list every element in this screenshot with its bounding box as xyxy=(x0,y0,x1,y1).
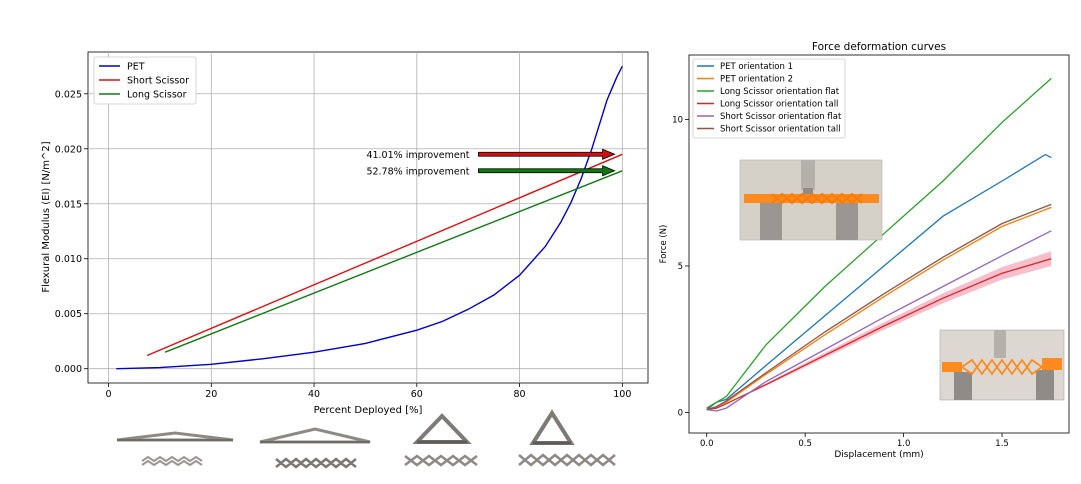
right-ytick-label: 0 xyxy=(678,408,683,418)
series-line-long-scissor-orientation-flat xyxy=(706,77,1052,409)
right-title: Force deformation curves xyxy=(812,41,946,53)
left-ytick-label: 0.025 xyxy=(55,89,82,100)
improvement-label: 41.01% improvement xyxy=(366,150,469,161)
scissor-deployed-100-photo xyxy=(518,409,616,467)
improvement-label: 52.78% improvement xyxy=(366,166,469,177)
scissor-deployed-20-photo xyxy=(259,427,371,469)
right-legend-box xyxy=(692,58,846,139)
legend-label-pet-o1: PET orientation 1 xyxy=(720,62,793,72)
legend-label-pet: PET xyxy=(127,62,145,73)
right-series-lines xyxy=(706,77,1052,412)
left-annotations: 41.01% improvement 52.78% improvement xyxy=(366,148,616,177)
improvement-arrow-shape xyxy=(478,165,616,177)
tall-orientation-test-photo xyxy=(939,329,1065,401)
series-line-long-scissor xyxy=(164,170,623,353)
left-xtick-label: 0 xyxy=(106,389,112,400)
legend-label-long-scissor: Long Scissor xyxy=(127,90,187,101)
series-line-pet xyxy=(116,65,623,370)
left-ytick-label: 0.010 xyxy=(55,254,82,265)
improvement-arrow-shape xyxy=(478,148,616,160)
left-axis-ticks: 0 20 40 60 80 100 0.000 0.005 0.010 0.015 0.020 0.0… xyxy=(55,89,632,400)
flat-orientation-test-photo xyxy=(739,159,883,241)
right-axis-ticks: 0.0 0.5 1.0 1.5 0 5 10 xyxy=(672,115,1009,449)
left-gridlines xyxy=(88,52,648,383)
series-line-long-scissor-orientation-tall xyxy=(706,258,1052,411)
left-ytick-label: 0.000 xyxy=(55,364,82,375)
left-ylabel: Flexural Modulus (EI) [N/m^2] xyxy=(41,141,52,292)
left-legend-box xyxy=(93,56,197,105)
right-ytick-label: 10 xyxy=(672,115,683,125)
right-xtick-label: 0.0 xyxy=(700,439,714,449)
left-xtick-label: 100 xyxy=(613,389,631,400)
left-series-lines xyxy=(116,65,623,370)
legend-label-short-flat: Short Scissor orientation flat xyxy=(720,112,842,122)
improvement-arrow-1: 41.01% improvement xyxy=(366,148,616,161)
right-ytick-label: 5 xyxy=(678,262,683,272)
left-xtick-label: 60 xyxy=(411,389,423,400)
flexural-modulus-chart: 0 20 40 60 80 100 0.000 0.005 0.010 0.015 0.020 0.0… xyxy=(41,51,649,416)
left-ytick-label: 0.005 xyxy=(55,309,82,320)
force-deformation-chart: Force deformation curves 0.0 0.5 1.0 1.5 0 5 1… xyxy=(659,41,1070,460)
right-xtick-label: 1.5 xyxy=(995,439,1009,449)
error-band-long-scissor-orientation-tall xyxy=(706,251,1052,410)
scissor-deployed-0-photo xyxy=(116,431,234,467)
legend-label-short-tall: Short Scissor orientation tall xyxy=(720,125,841,135)
left-xtick-label: 80 xyxy=(514,389,526,400)
improvement-arrow-2: 52.78% improvement xyxy=(366,165,616,177)
left-plot-frame xyxy=(87,51,649,384)
right-ylabel: Force (N) xyxy=(659,225,669,264)
series-line-pet-orientation-1 xyxy=(706,153,1052,411)
series-line-short-scissor-orientation-tall xyxy=(706,203,1052,411)
legend-label-long-tall: Long Scissor orientation tall xyxy=(720,100,838,110)
legend-label-long-flat: Long Scissor orientation flat xyxy=(720,87,840,97)
right-xtick-label: 0.5 xyxy=(798,439,812,449)
left-xtick-label: 20 xyxy=(205,389,217,400)
left-xlabel: Percent Deployed [%] xyxy=(314,405,423,416)
left-xtick-label: 40 xyxy=(308,389,320,400)
legend-label-short-scissor: Short Scissor xyxy=(127,76,189,87)
legend-label-pet-o2: PET orientation 2 xyxy=(720,75,793,85)
left-ytick-label: 0.015 xyxy=(55,199,82,210)
left-ytick-label: 0.020 xyxy=(55,144,82,155)
left-legend: PET Short Scissor Long Scissor xyxy=(93,56,197,105)
series-line-short-scissor-orientation-flat xyxy=(706,230,1052,412)
right-legend: PET orientation 1 PET orientation 2 Long… xyxy=(692,58,846,139)
right-xtick-label: 1.0 xyxy=(897,439,911,449)
right-xlabel: Displacement (mm) xyxy=(834,450,923,460)
right-error-band xyxy=(706,251,1052,410)
scissor-photo-strip xyxy=(116,409,616,469)
scissor-deployed-60-photo xyxy=(404,413,478,467)
series-line-short-scissor xyxy=(146,153,623,357)
